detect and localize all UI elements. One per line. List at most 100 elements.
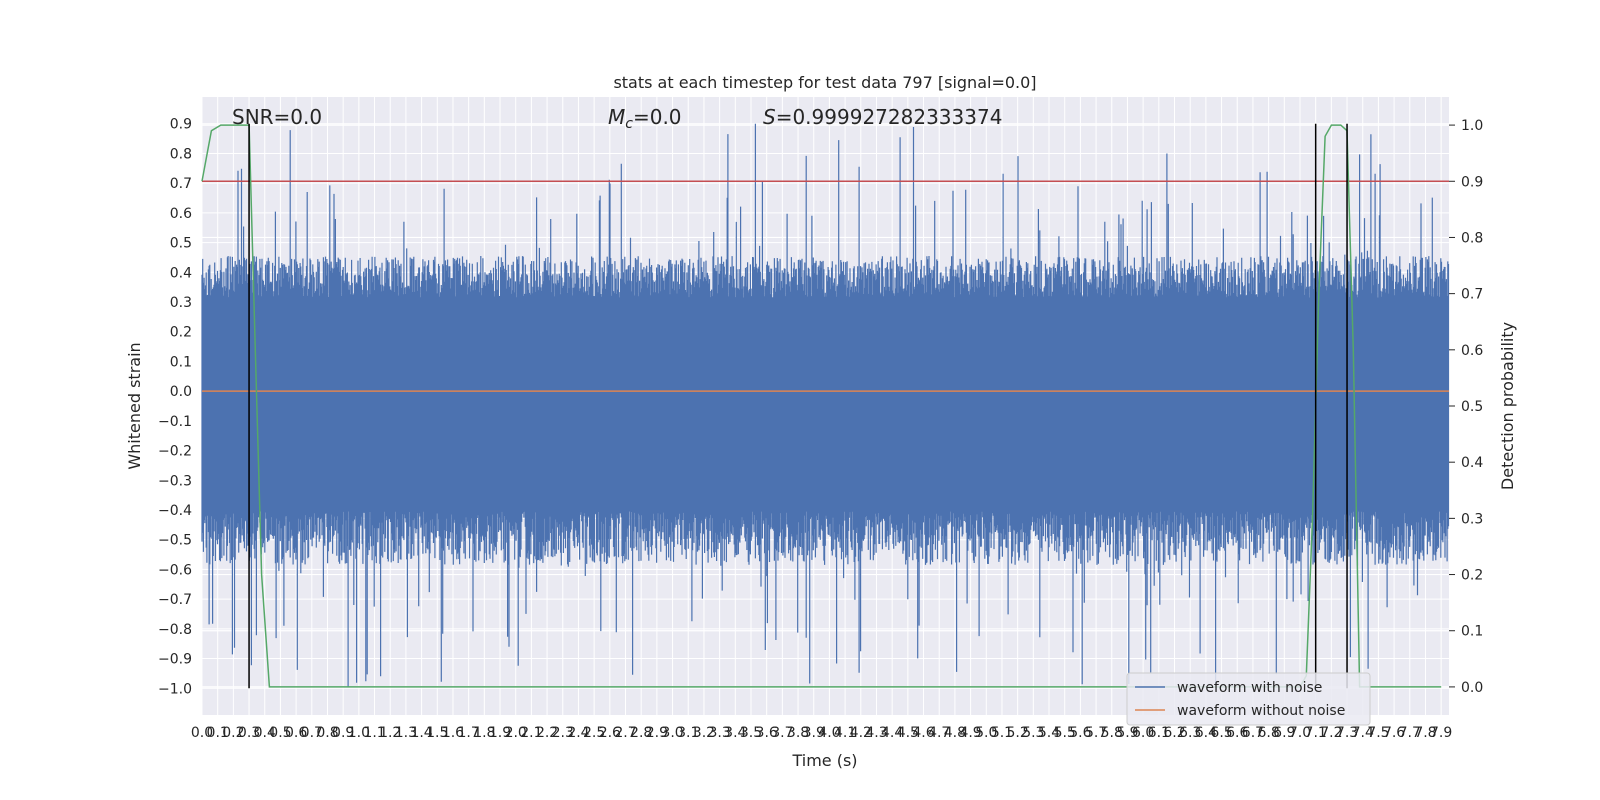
x-tick-label: 1.0 — [348, 725, 370, 741]
x-tick-label: 7.9 — [1430, 725, 1452, 741]
x-tick-label: 3.9 — [803, 725, 825, 741]
x-tick-label: 0.1 — [207, 725, 229, 741]
chart-title: stats at each timestep for test data 797… — [613, 73, 1036, 92]
x-tick-label: 6.4 — [1195, 725, 1217, 741]
x-tick-label: 1.5 — [426, 725, 448, 741]
x-axis-ticks: 0.00.10.20.30.40.50.60.70.80.91.01.11.21… — [191, 725, 1452, 741]
x-tick-label: 2.8 — [630, 725, 652, 741]
x-tick-label: 5.0 — [975, 725, 997, 741]
x-tick-label: 2.2 — [536, 725, 558, 741]
x-tick-label: 5.8 — [1101, 725, 1123, 741]
x-tick-label: 0.6 — [285, 725, 307, 741]
x-tick-label: 1.1 — [363, 725, 385, 741]
x-tick-label: 3.0 — [661, 725, 683, 741]
x-tick-label: 4.4 — [881, 725, 903, 741]
y-tick-label-right: 0.1 — [1461, 624, 1483, 640]
y-tick-label-right: 0.7 — [1461, 287, 1483, 303]
y-axis-left-label: Whitened strain — [125, 342, 144, 469]
x-tick-label: 3.4 — [724, 725, 746, 741]
x-tick-label: 6.7 — [1242, 725, 1264, 741]
x-tick-label: 2.5 — [583, 725, 605, 741]
waveform-with-noise-line — [201, 123, 1450, 688]
y-tick-label-right: 1.0 — [1461, 118, 1483, 134]
legend-label-noise: waveform with noise — [1177, 680, 1322, 696]
x-tick-label: 5.2 — [1007, 725, 1029, 741]
x-tick-label: 0.3 — [238, 725, 260, 741]
x-tick-label: 5.3 — [1022, 725, 1044, 741]
y-tick-label-left: 0.9 — [170, 117, 192, 133]
x-tick-label: 3.2 — [693, 725, 715, 741]
x-tick-label: 4.6 — [912, 725, 934, 741]
y-tick-label-left: 0.7 — [170, 176, 192, 192]
x-tick-label: 6.6 — [1226, 725, 1248, 741]
y-tick-label-right: 0.2 — [1461, 568, 1483, 584]
y-tick-label-left: 0.5 — [170, 236, 192, 252]
x-tick-label: 4.7 — [928, 725, 950, 741]
x-tick-label: 0.7 — [301, 725, 323, 741]
x-tick-label: 3.5 — [740, 725, 762, 741]
x-tick-label: 7.7 — [1399, 725, 1421, 741]
y-tick-label-right: 0.8 — [1461, 230, 1483, 246]
x-tick-label: 0.4 — [254, 725, 276, 741]
y-tick-label-right: 0.4 — [1461, 455, 1483, 471]
x-tick-label: 5.4 — [1038, 725, 1060, 741]
y-tick-label-left: −0.9 — [158, 652, 192, 668]
y-tick-label-left: −0.8 — [158, 622, 192, 638]
x-tick-label: 1.4 — [410, 725, 432, 741]
x-tick-label: 3.3 — [708, 725, 730, 741]
x-tick-label: 7.0 — [1289, 725, 1311, 741]
y-tick-label-left: 0.6 — [170, 206, 192, 222]
y-tick-label-left: −0.3 — [158, 473, 192, 489]
x-tick-label: 1.3 — [395, 725, 417, 741]
x-tick-label: 4.0 — [818, 725, 840, 741]
x-tick-label: 3.1 — [677, 725, 699, 741]
x-axis-label: Time (s) — [791, 751, 857, 770]
x-tick-label: 2.9 — [646, 725, 668, 741]
legend-label-no-noise: waveform without noise — [1177, 703, 1345, 719]
y-tick-label-right: 0.0 — [1461, 680, 1483, 696]
x-tick-label: 7.6 — [1383, 725, 1405, 741]
y-axis-right-ticks: 1.0 0.9 0.8 0.7 0.6 0.5 0.4 0.3 0.2 0.1 0.0 — [1449, 118, 1483, 696]
x-tick-label: 5.5 — [1054, 725, 1076, 741]
y-tick-label-right: 0.3 — [1461, 511, 1483, 527]
x-tick-label: 7.3 — [1336, 725, 1358, 741]
snr-annotation: SNR=0.0 — [232, 105, 322, 129]
x-tick-label: 0.8 — [316, 725, 338, 741]
x-tick-label: 2.6 — [599, 725, 621, 741]
x-tick-label: 1.9 — [489, 725, 511, 741]
x-tick-label: 6.3 — [1179, 725, 1201, 741]
x-tick-label: 2.0 — [505, 725, 527, 741]
chirp-mass-annotation: Mc=0.0 — [608, 105, 682, 132]
x-tick-label: 4.5 — [897, 725, 919, 741]
detection-score-annotation: S=0.999927282333374 — [763, 105, 1002, 129]
x-tick-label: 6.5 — [1210, 725, 1232, 741]
legend-box — [1126, 672, 1371, 726]
x-tick-label: 2.7 — [614, 725, 636, 741]
x-tick-label: 6.1 — [1148, 725, 1170, 741]
x-tick-label: 0.5 — [269, 725, 291, 741]
x-tick-label: 6.0 — [1132, 725, 1154, 741]
x-tick-label: 3.8 — [787, 725, 809, 741]
x-tick-label: 7.5 — [1367, 725, 1389, 741]
x-tick-label: 7.8 — [1414, 725, 1436, 741]
y-tick-label-right: 0.9 — [1461, 174, 1483, 190]
y-axis-right-label: Detection probability — [1498, 322, 1517, 490]
y-tick-label-left: −1.0 — [158, 681, 192, 697]
x-tick-label: 6.9 — [1273, 725, 1295, 741]
waveform-with-noise-series — [201, 123, 1450, 688]
y-tick-label-left: 0.8 — [170, 146, 192, 162]
x-tick-label: 4.1 — [834, 725, 856, 741]
x-tick-label: 2.4 — [567, 725, 589, 741]
x-tick-label: 4.3 — [865, 725, 887, 741]
x-tick-label: 3.7 — [771, 725, 793, 741]
x-tick-label: 7.2 — [1320, 725, 1342, 741]
x-tick-label: 5.6 — [1069, 725, 1091, 741]
legend: waveform with noise waveform without noi… — [1126, 672, 1371, 726]
y-tick-label-left: 0.2 — [170, 325, 192, 341]
y-tick-label-right: 0.6 — [1461, 343, 1483, 359]
y-tick-label-left: 0.1 — [170, 354, 192, 370]
y-tick-label-left: 0.3 — [170, 295, 192, 311]
x-tick-label: 0.0 — [191, 725, 213, 741]
x-tick-label: 7.1 — [1305, 725, 1327, 741]
